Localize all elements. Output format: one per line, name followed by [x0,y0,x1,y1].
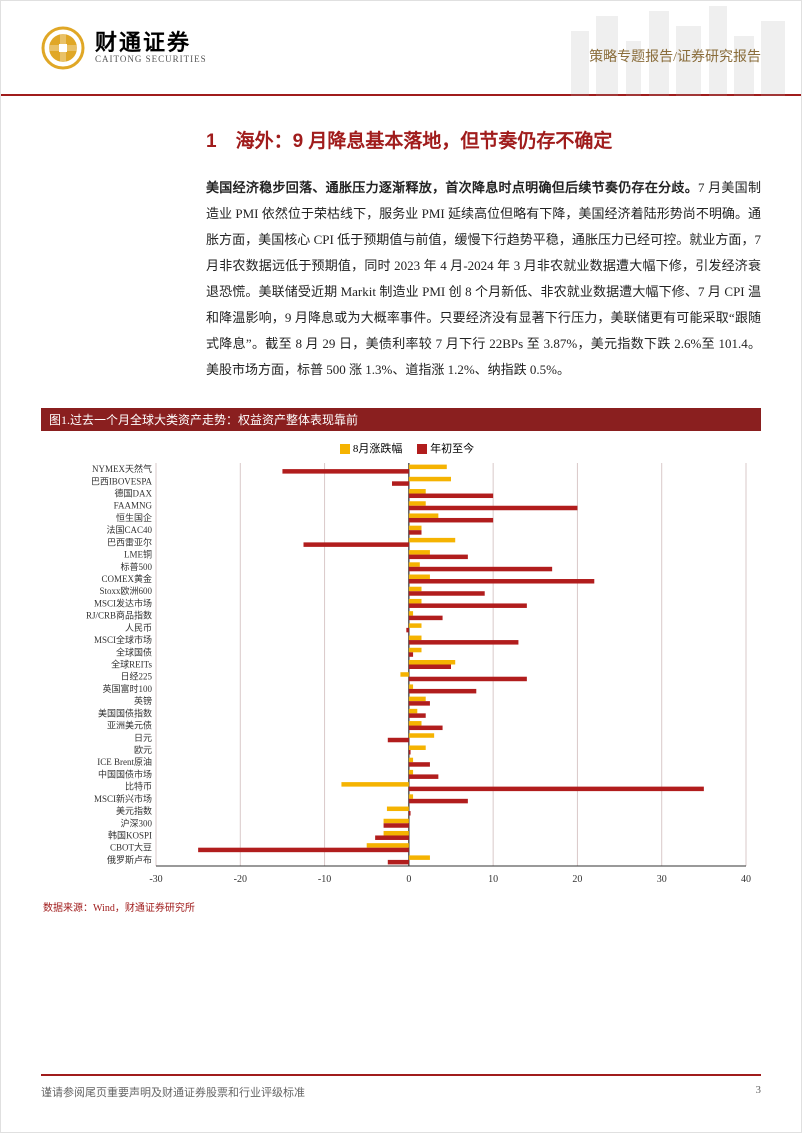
svg-text:全球REITs: 全球REITs [111,659,152,670]
footer-disclaimer: 谨请参阅尾页重要声明及财通证券股票和行业评级标准 [41,1084,305,1100]
svg-text:恒生国企: 恒生国企 [116,512,152,523]
section-title: 1 海外：9 月降息基本落地，但节奏仍存不确定 [206,126,761,153]
bar-chart: -30 -20 -10 0 10 20 30 40 NYMEX天然气巴西IBOVESPA 德国DA… [41,458,761,888]
paragraph-lead: 美国经济稳步回落、通胀压力逐渐释放，首次降息时点明确但后续节奏仍存在分歧。 [206,180,698,195]
svg-text:40: 40 [741,874,751,885]
legend-box-aug [340,444,350,454]
svg-text:MSCI发达市场: MSCI发达市场 [94,597,152,608]
svg-text:巴西IBOVESPA: 巴西IBOVESPA [91,476,153,486]
figure-1: 图1.过去一个月全球大类资产走势：权益资产整体表现靠前 8月涨跌幅 年初至今 -… [41,408,761,914]
chart-container: 8月涨跌幅 年初至今 -30 -20 -10 0 10 20 30 40 NYMEX天然气巴西I… [41,431,761,895]
svg-text:亚洲美元债: 亚洲美元债 [107,720,152,731]
svg-text:美国国债指数: 美国国债指数 [98,707,152,718]
svg-text:英国富时100: 英国富时100 [102,683,152,694]
figure-source: 数据来源：Wind，财通证券研究所 [41,895,761,914]
body-paragraph: 美国经济稳步回落、通胀压力逐渐释放，首次降息时点明确但后续节奏仍存在分歧。7 月… [206,175,761,383]
svg-text:ICE Brent原油: ICE Brent原油 [97,756,152,767]
svg-text:标普500: 标普500 [120,561,152,572]
svg-text:LME铜: LME铜 [124,549,152,560]
svg-text:NYMEX天然气: NYMEX天然气 [92,463,152,474]
logo-text-cn: 财通证券 [95,31,207,55]
svg-text:巴西雷亚尔: 巴西雷亚尔 [107,536,152,547]
logo-icon [41,26,85,70]
main-content: 1 海外：9 月降息基本落地，但节奏仍存不确定 美国经济稳步回落、通胀压力逐渐释… [1,96,801,383]
page-number: 3 [756,1084,762,1100]
svg-text:日经225: 日经225 [120,671,152,682]
svg-text:-20: -20 [234,874,247,885]
svg-text:MSCI新兴市场: MSCI新兴市场 [94,793,152,804]
legend-label-aug: 8月涨跌幅 [353,443,403,455]
svg-text:德国DAX: 德国DAX [115,488,153,499]
svg-text:法国CAC40: 法国CAC40 [106,524,152,535]
svg-text:-30: -30 [149,874,162,885]
svg-text:中国国债市场: 中国国债市场 [98,768,152,779]
report-type: 策略专题报告/证券研究报告 [589,46,761,66]
legend-label-ytd: 年初至今 [430,443,474,455]
svg-text:俄罗斯卢布: 俄罗斯卢布 [107,854,152,865]
svg-text:RJ/CRB商品指数: RJ/CRB商品指数 [86,610,152,621]
svg-text:COMEX黄金: COMEX黄金 [101,573,152,584]
svg-text:全球国债: 全球国债 [116,646,152,657]
figure-title: 图1.过去一个月全球大类资产走势：权益资产整体表现靠前 [41,408,761,431]
svg-text:韩国KOSPI: 韩国KOSPI [108,829,152,840]
logo-text-en: CAITONG SECURITIES [95,55,207,65]
svg-text:英镑: 英镑 [134,695,152,706]
page-footer: 谨请参阅尾页重要声明及财通证券股票和行业评级标准 3 [41,1074,761,1100]
svg-text:FAAMNG: FAAMNG [114,501,153,511]
legend-box-ytd [417,444,427,454]
svg-text:沪深300: 沪深300 [120,817,152,828]
svg-text:美元指数: 美元指数 [116,805,152,816]
svg-text:比特币: 比特币 [125,781,152,792]
svg-text:MSCI全球市场: MSCI全球市场 [94,634,152,645]
chart-legend: 8月涨跌幅 年初至今 [41,436,761,458]
svg-text:20: 20 [572,874,582,885]
svg-text:欧元: 欧元 [134,744,152,755]
svg-text:10: 10 [488,874,498,885]
svg-text:30: 30 [657,874,667,885]
svg-text:日元: 日元 [134,733,152,743]
svg-text:CBOT大豆: CBOT大豆 [110,842,152,853]
svg-text:-10: -10 [318,874,331,885]
svg-text:人民币: 人民币 [125,623,152,633]
page-header: 财通证券 CAITONG SECURITIES 策略专题报告/证券研究报告 [1,1,801,96]
svg-text:Stoxx欧洲600: Stoxx欧洲600 [99,585,152,596]
paragraph-body: 7 月美国制造业 PMI 依然位于荣枯线下，服务业 PMI 延续高位但略有下降，… [206,180,761,377]
svg-text:0: 0 [406,874,411,885]
